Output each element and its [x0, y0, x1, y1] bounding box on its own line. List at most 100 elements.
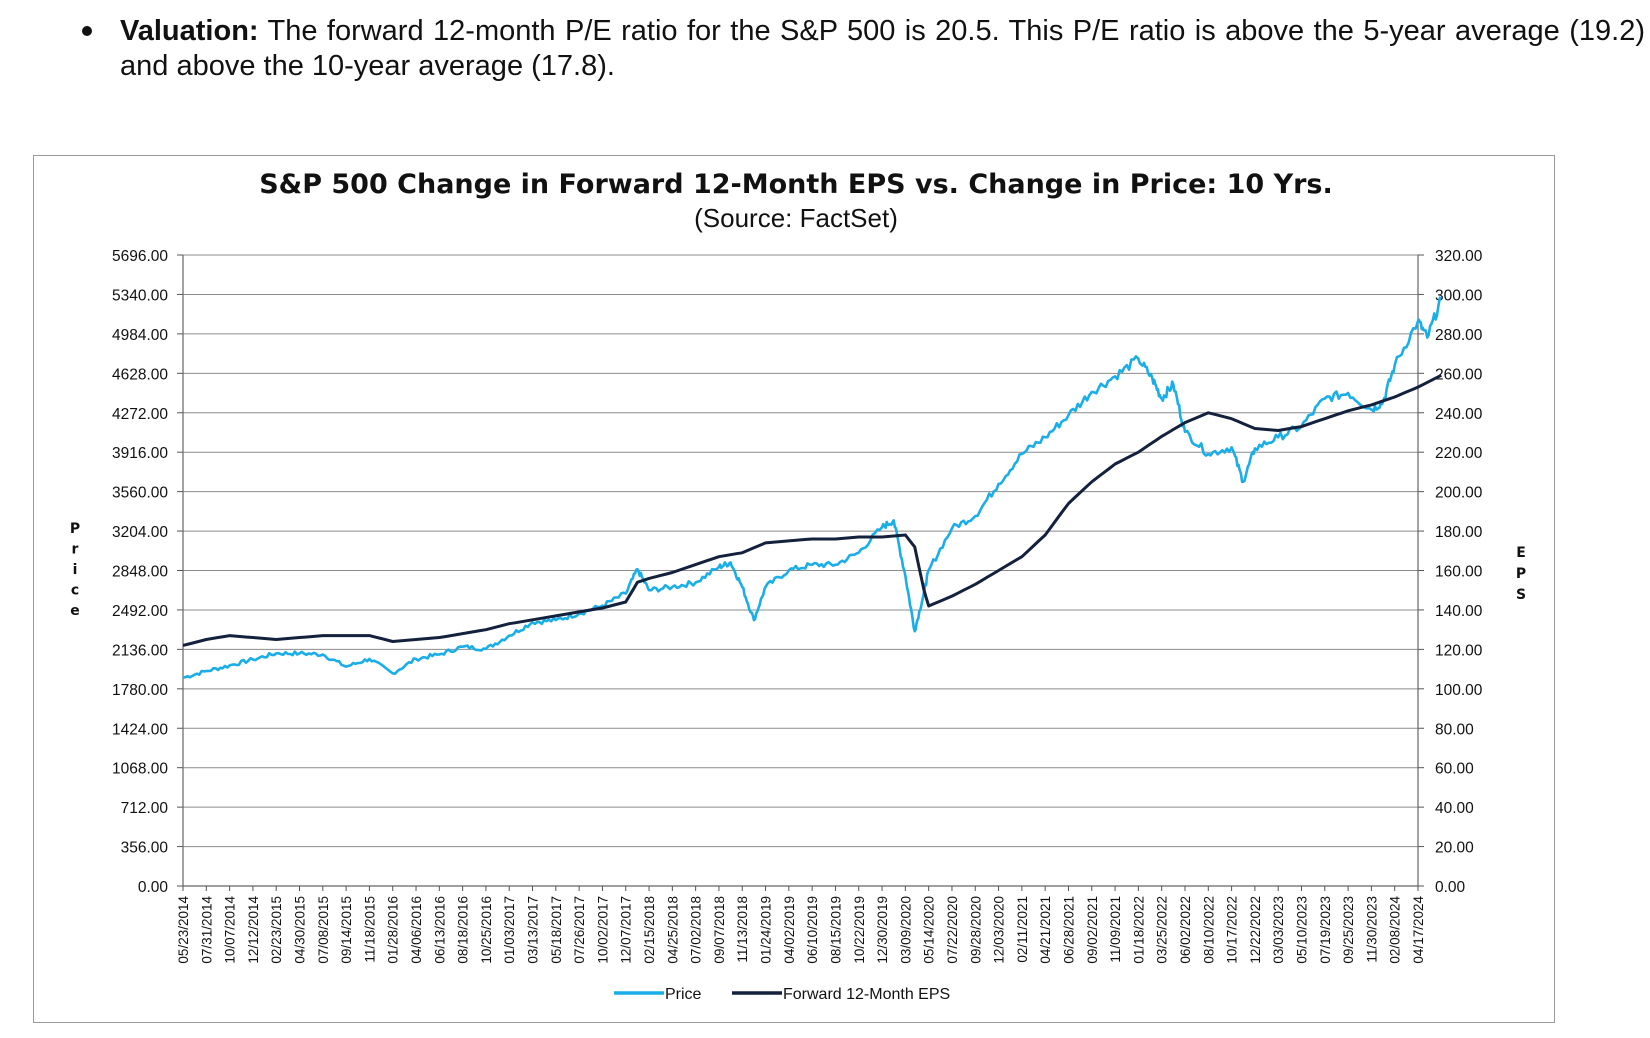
left-axis-ticks: 0.00 356.00 712.00 1068.00 1424.00 1780.00 213…	[112, 248, 168, 896]
x-tick-label: 01/28/2016	[386, 896, 401, 964]
price-line	[182, 296, 1443, 679]
x-tick-label: 06/13/2016	[432, 896, 447, 964]
y2-tick-label: 160.00	[1435, 564, 1483, 581]
x-tick-label: 05/10/2023	[1294, 896, 1309, 964]
x-tick-label: 02/23/2015	[269, 896, 284, 964]
grid-lines	[177, 254, 1424, 891]
axis-label-letter: c	[71, 583, 79, 599]
x-tick-label: 07/19/2023	[1318, 896, 1333, 964]
x-tick-label: 06/10/2019	[805, 896, 820, 964]
y2-tick-label: 300.00	[1435, 287, 1483, 304]
chart-title: S&P 500 Change in Forward 12-Month EPS v…	[259, 169, 1333, 200]
x-tick-label: 07/26/2017	[572, 896, 587, 964]
x-tick-label: 10/02/2017	[595, 896, 610, 964]
chart-subtitle: (Source: FactSet)	[694, 203, 898, 233]
axis-label-letter: S	[1516, 587, 1526, 603]
x-tick-label: 01/03/2017	[502, 896, 517, 964]
y-tick-label: 4272.00	[112, 406, 168, 423]
y2-tick-label: 20.00	[1435, 840, 1474, 857]
y2-tick-label: 100.00	[1435, 682, 1483, 699]
x-tick-label: 02/15/2018	[642, 896, 657, 964]
x-tick-label: 04/30/2015	[293, 896, 308, 964]
x-tick-label: 03/03/2023	[1271, 896, 1286, 964]
x-tick-label: 06/02/2022	[1178, 896, 1193, 964]
y2-tick-label: 240.00	[1435, 406, 1483, 423]
y-tick-label: 4984.00	[112, 327, 168, 344]
axis-label-letter: P	[70, 521, 80, 537]
x-tick-label: 12/07/2017	[619, 896, 634, 964]
x-tick-label: 04/06/2016	[409, 896, 424, 964]
y-tick-label: 2492.00	[112, 603, 168, 620]
x-tick-label: 04/21/2021	[1038, 896, 1053, 964]
x-tick-label: 09/28/2020	[968, 896, 983, 964]
valuation-text: Valuation: The forward 12-month P/E rati…	[120, 14, 1645, 84]
left-axis-label: Price	[70, 521, 80, 619]
x-tick-label: 08/18/2016	[456, 896, 471, 964]
x-tick-label: 07/22/2020	[945, 896, 960, 964]
x-tick-label: 10/22/2019	[852, 896, 867, 964]
x-tick-label: 04/02/2019	[782, 896, 797, 964]
y-tick-label: 1424.00	[112, 721, 168, 738]
x-tick-label: 09/25/2023	[1341, 896, 1356, 964]
x-axis-ticks: 05/23/2014 07/31/2014 10/07/2014 12/12/2014…	[176, 896, 1426, 964]
axis-label-letter: i	[73, 562, 78, 578]
y2-tick-label: 60.00	[1435, 761, 1474, 778]
y2-tick-label: 180.00	[1435, 524, 1483, 541]
series-lines	[182, 296, 1443, 679]
x-tick-label: 02/11/2021	[1015, 896, 1030, 963]
y-tick-label: 4628.00	[112, 366, 168, 383]
y2-tick-label: 260.00	[1435, 366, 1483, 383]
x-tick-label: 01/18/2022	[1131, 896, 1146, 964]
x-tick-label: 05/14/2020	[922, 896, 937, 964]
x-tick-label: 10/25/2016	[479, 896, 494, 964]
x-tick-label: 07/31/2014	[199, 896, 214, 964]
x-tick-label: 05/23/2014	[176, 896, 191, 964]
x-tick-label: 02/08/2024	[1388, 896, 1403, 964]
x-tick-label: 11/09/2021	[1108, 896, 1123, 963]
axis-label-letter: e	[70, 603, 80, 619]
x-tick-label: 08/15/2019	[828, 896, 843, 964]
right-axis-ticks: 0.00 20.00 40.00 60.00 80.00 100.00 120.00 140.…	[1435, 248, 1483, 896]
x-tick-label: 03/13/2017	[526, 896, 541, 964]
x-tick-label: 12/22/2022	[1248, 896, 1263, 964]
x-tick-label: 01/24/2019	[759, 896, 774, 964]
x-tick-label: 09/07/2018	[712, 896, 727, 964]
y-tick-label: 5696.00	[112, 248, 168, 265]
y-tick-label: 3916.00	[112, 445, 168, 462]
y2-tick-label: 40.00	[1435, 800, 1474, 817]
x-tick-label: 04/25/2018	[665, 896, 680, 964]
x-tick-label: 07/08/2015	[316, 896, 331, 964]
y-tick-label: 356.00	[121, 840, 169, 857]
legend-eps-label: Forward 12-Month EPS	[783, 986, 950, 1003]
bullet-dot	[82, 26, 92, 36]
y2-tick-label: 280.00	[1435, 327, 1483, 344]
x-tick-label: 07/02/2018	[689, 896, 704, 964]
x-tick-label: 11/30/2023	[1364, 896, 1379, 963]
axis-label-letter: r	[72, 542, 79, 558]
x-tick-label: 08/10/2022	[1201, 896, 1216, 964]
x-tick-label: 12/30/2019	[875, 896, 890, 964]
x-tick-label: 09/14/2015	[339, 896, 354, 964]
y-tick-label: 3560.00	[112, 485, 168, 502]
x-tick-label: 09/02/2021	[1085, 896, 1100, 964]
legend: Price Forward 12-Month EPS	[614, 986, 950, 1003]
x-tick-label: 03/25/2022	[1155, 896, 1170, 964]
y-tick-label: 1068.00	[112, 761, 168, 778]
valuation-label: Valuation:	[120, 15, 259, 47]
y-tick-label: 712.00	[121, 800, 169, 817]
valuation-body: The forward 12-month P/E ratio for the S…	[120, 15, 1645, 82]
right-axis-label: EPS	[1516, 545, 1526, 603]
y-tick-label: 2136.00	[112, 642, 168, 659]
x-tick-label: 12/03/2020	[992, 896, 1007, 964]
x-tick-label: 10/17/2022	[1225, 896, 1240, 964]
axis-label-letter: E	[1516, 545, 1526, 561]
y2-tick-label: 220.00	[1435, 445, 1483, 462]
x-tick-label: 05/18/2017	[549, 896, 564, 964]
x-tick-label: 12/12/2014	[246, 896, 261, 964]
y2-tick-label: 200.00	[1435, 485, 1483, 502]
x-tick-label: 04/17/2024	[1411, 896, 1426, 964]
axis-label-letter: P	[1516, 566, 1526, 582]
x-tick-label: 03/09/2020	[898, 896, 913, 964]
y-tick-label: 2848.00	[112, 564, 168, 581]
